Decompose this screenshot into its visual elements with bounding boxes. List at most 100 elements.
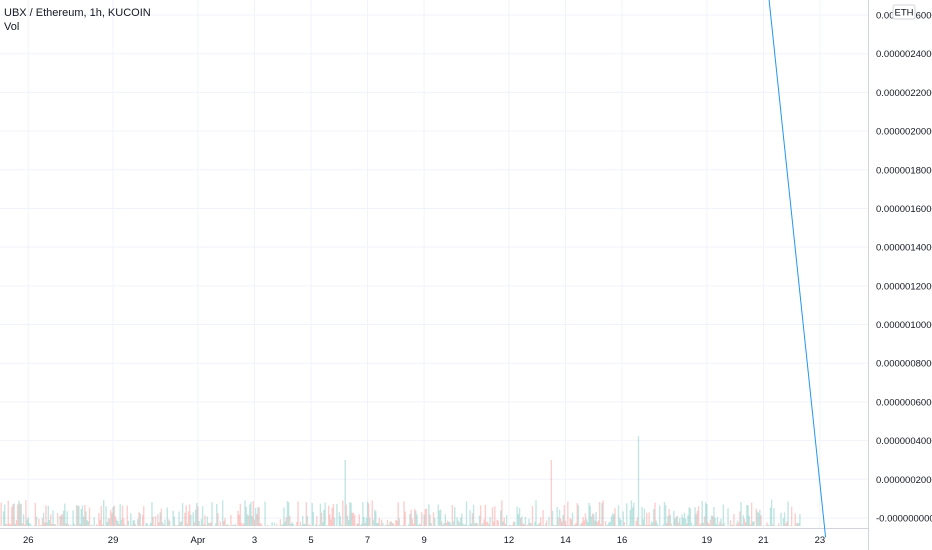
symbol-title[interactable]: UBX / Ethereum, 1h, KUCOIN xyxy=(4,7,151,19)
volume-bar xyxy=(285,517,287,526)
volume-bar xyxy=(479,505,482,526)
volume-bar xyxy=(608,522,610,526)
volume-bar xyxy=(700,523,702,526)
volume-bar xyxy=(119,503,121,526)
volume-bar xyxy=(470,523,472,526)
volume-bar xyxy=(633,502,635,526)
volume-bar xyxy=(451,505,454,526)
volume-bar xyxy=(710,515,713,526)
volume-bar xyxy=(230,514,232,526)
volume-bar xyxy=(722,504,725,526)
volume-bar xyxy=(745,522,747,526)
channel-lower-trendline[interactable] xyxy=(478,0,827,538)
volume-bar xyxy=(266,524,269,526)
volume-bar xyxy=(770,499,773,526)
volume-bar xyxy=(51,524,53,526)
volume-bar xyxy=(232,524,234,526)
volume-bar xyxy=(424,509,426,526)
volume-bar xyxy=(378,517,381,526)
volume-bar xyxy=(324,502,326,526)
volume-bar xyxy=(462,523,464,526)
volume-bar xyxy=(362,502,364,526)
volume-indicator-label[interactable]: Vol xyxy=(4,21,20,33)
volume-bar xyxy=(391,522,393,526)
volume-bar xyxy=(415,511,417,526)
volume-bar xyxy=(502,521,504,526)
volume-bar xyxy=(593,514,595,526)
volume-bar xyxy=(589,505,591,526)
volume-bar xyxy=(622,511,624,526)
volume-bar xyxy=(98,513,100,526)
volume-bar xyxy=(292,523,295,526)
volume-bar xyxy=(250,501,252,526)
volume-bar xyxy=(509,525,511,526)
volume-bar xyxy=(19,503,21,526)
volume-bar xyxy=(332,504,335,526)
volume-bar xyxy=(618,517,621,526)
volume-bar xyxy=(247,515,250,526)
volume-bar xyxy=(25,499,27,526)
volume-bar xyxy=(110,509,112,526)
volume-bar xyxy=(522,523,524,526)
volume-bar xyxy=(548,516,550,526)
volume-bar xyxy=(697,506,700,526)
currency-badge-text[interactable]: ETH xyxy=(895,8,914,19)
volume-bar xyxy=(48,519,51,526)
volume-bar xyxy=(521,516,523,526)
volume-bar xyxy=(600,524,602,526)
volume-bar xyxy=(674,518,676,526)
volume-bar xyxy=(307,524,310,526)
volume-bar xyxy=(499,510,502,526)
volume-bar xyxy=(457,520,459,526)
volume-bar xyxy=(61,514,64,526)
volume-bar xyxy=(623,522,626,526)
volume-bar xyxy=(746,505,748,526)
volume-bar xyxy=(560,518,562,526)
volume-bar xyxy=(359,525,362,526)
volume-bar xyxy=(251,515,253,526)
volume-bar xyxy=(73,523,75,526)
volume-bar xyxy=(15,519,18,526)
volume-bar xyxy=(581,522,583,526)
volume-bar xyxy=(563,505,565,526)
volume-bar xyxy=(133,520,135,526)
volume-bar xyxy=(567,501,569,526)
volume-bar xyxy=(172,510,174,526)
volume-bar xyxy=(441,521,443,526)
volume-bar xyxy=(740,502,742,526)
volume-bar xyxy=(742,515,745,526)
x-axis-tick-label: 3 xyxy=(252,535,257,546)
volume-bar xyxy=(723,523,726,526)
volume-bar xyxy=(66,511,68,526)
volume-bar xyxy=(186,523,189,526)
volume-bar xyxy=(326,525,329,526)
volume-bar xyxy=(53,524,55,526)
volume-bar xyxy=(101,524,104,526)
volume-bar xyxy=(219,521,221,526)
volume-bar xyxy=(137,519,139,526)
volume-bar xyxy=(398,518,401,526)
volume-bar xyxy=(40,524,42,526)
volume-bar xyxy=(345,504,348,526)
volume-bar xyxy=(716,517,719,526)
volume-bar xyxy=(681,514,683,526)
volume-bar xyxy=(365,517,368,526)
volume-bar xyxy=(713,506,715,526)
volume-bar xyxy=(454,507,456,526)
volume-bar xyxy=(243,523,245,526)
volume-bar xyxy=(759,510,761,526)
volume-bar xyxy=(607,524,609,526)
volume-bar xyxy=(606,525,608,526)
volume-bar xyxy=(590,516,593,526)
volume-bar xyxy=(508,525,510,526)
volume-bar xyxy=(350,502,352,526)
volume-bar xyxy=(44,522,46,526)
volume-bar xyxy=(7,500,9,526)
volume-bar xyxy=(690,522,693,526)
volume-bar xyxy=(297,501,299,526)
currency-badge[interactable] xyxy=(892,4,916,20)
volume-bar xyxy=(290,523,292,526)
volume-bar xyxy=(438,510,441,526)
volume-bar xyxy=(311,503,313,526)
